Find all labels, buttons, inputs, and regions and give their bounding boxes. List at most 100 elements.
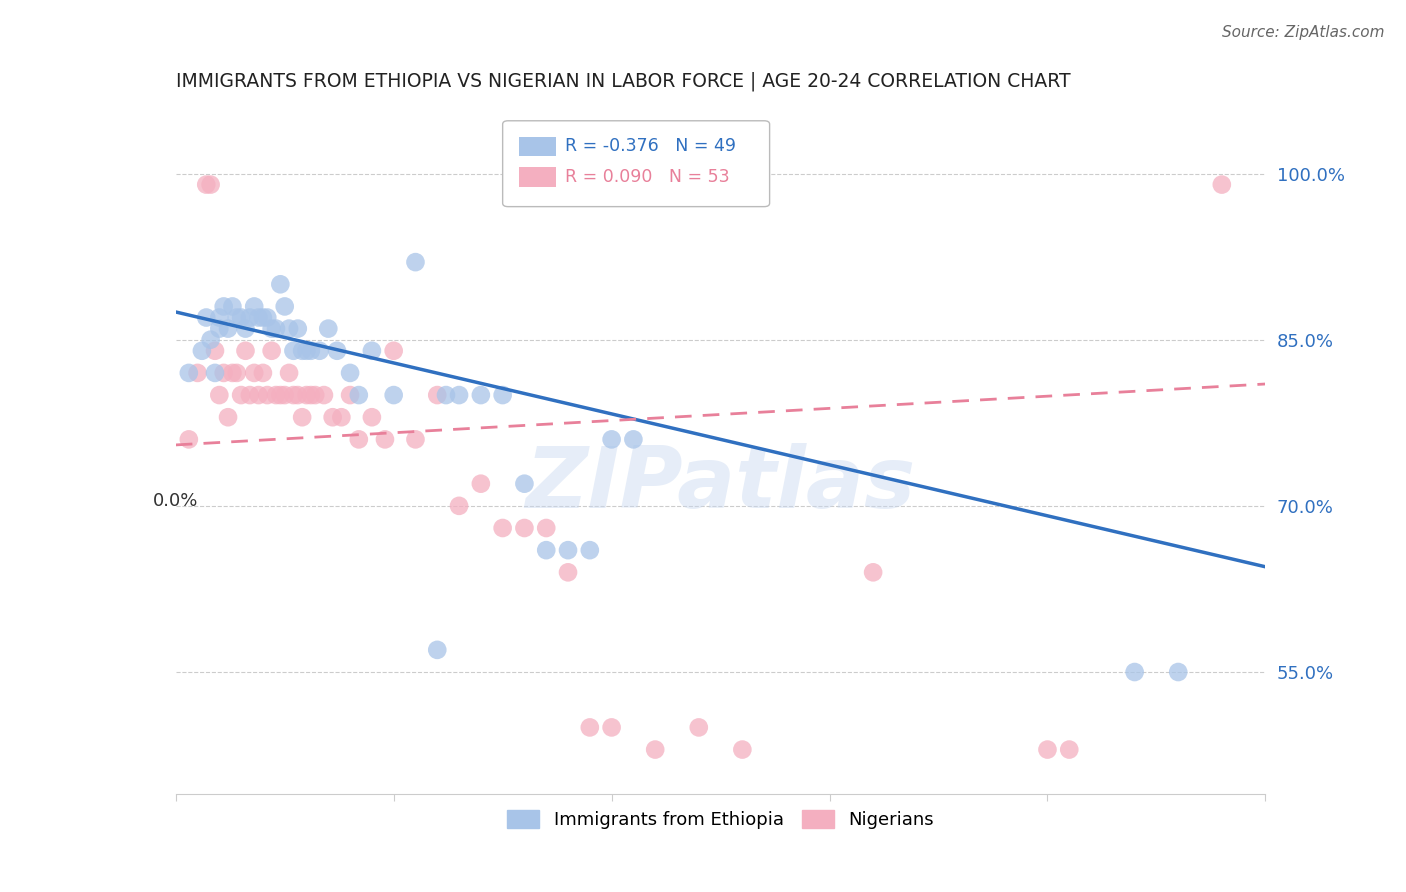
Point [212,366,235,380]
Point [200,333,222,347]
Point [492,388,515,402]
Point [274,300,297,314]
Point [1167,665,1189,679]
Legend: Immigrants from Ethiopia, Nigerians: Immigrants from Ethiopia, Nigerians [499,803,942,837]
Point [339,366,361,380]
Point [204,343,226,358]
Point [322,410,344,425]
Point [204,366,226,380]
Point [235,321,257,335]
Point [347,388,370,402]
Point [304,388,326,402]
Point [295,343,318,358]
Point [557,566,579,580]
Point [264,388,287,402]
Point [1211,178,1233,192]
Point [447,499,470,513]
Point [264,321,287,335]
Point [221,300,243,314]
Point [231,388,253,402]
Text: 0.0%: 0.0% [153,491,198,509]
Point [274,388,297,402]
Point [260,343,283,358]
Point [252,310,274,325]
Point [426,388,449,402]
Point [299,343,322,358]
Point [295,388,318,402]
Point [374,433,396,447]
Point [256,310,278,325]
Point [177,366,200,380]
Point [200,178,222,192]
Point [191,343,214,358]
Point [347,433,370,447]
Point [330,410,353,425]
Point [688,720,710,734]
Point [269,388,291,402]
Point [513,476,536,491]
Point [470,388,492,402]
Point [239,388,262,402]
FancyBboxPatch shape [503,120,769,207]
Point [299,388,322,402]
Point [231,310,253,325]
Point [513,521,536,535]
Point [291,343,314,358]
Point [405,433,427,447]
Text: R = 0.090   N = 53: R = 0.090 N = 53 [565,168,730,186]
Text: R = -0.376   N = 49: R = -0.376 N = 49 [565,137,735,155]
Point [208,310,231,325]
Point [221,366,243,380]
Point [339,388,361,402]
Point [731,742,754,756]
Point [287,388,309,402]
Point [360,343,382,358]
Point [426,643,449,657]
Point [212,300,235,314]
Point [225,366,247,380]
Point [283,343,305,358]
Point [283,388,305,402]
Point [217,321,239,335]
Point [644,742,666,756]
Point [470,476,492,491]
Text: IMMIGRANTS FROM ETHIOPIA VS NIGERIAN IN LABOR FORCE | AGE 20-24 CORRELATION CHAR: IMMIGRANTS FROM ETHIOPIA VS NIGERIAN IN … [176,71,1070,91]
Point [278,321,301,335]
Point [621,433,644,447]
Text: Source: ZipAtlas.com: Source: ZipAtlas.com [1222,25,1385,40]
Point [534,521,557,535]
Point [291,410,314,425]
Point [243,366,266,380]
Point [269,277,291,292]
Point [278,366,301,380]
Point [447,388,470,402]
Point [195,310,218,325]
Point [382,343,405,358]
Point [579,543,602,558]
Point [360,410,382,425]
Point [252,366,274,380]
Point [195,178,218,192]
Point [862,566,884,580]
Point [326,343,349,358]
Point [256,388,278,402]
Point [1123,665,1146,679]
Point [534,543,557,558]
Point [308,343,330,358]
Text: ZIPatlas: ZIPatlas [526,443,915,526]
Point [287,321,309,335]
Point [600,433,623,447]
Point [579,720,602,734]
Point [239,310,262,325]
Point [235,343,257,358]
FancyBboxPatch shape [519,168,555,186]
Point [405,255,427,269]
Point [243,300,266,314]
Point [434,388,457,402]
Point [492,521,515,535]
Point [208,388,231,402]
Point [247,388,270,402]
Point [225,310,247,325]
Point [557,543,579,558]
Point [217,410,239,425]
